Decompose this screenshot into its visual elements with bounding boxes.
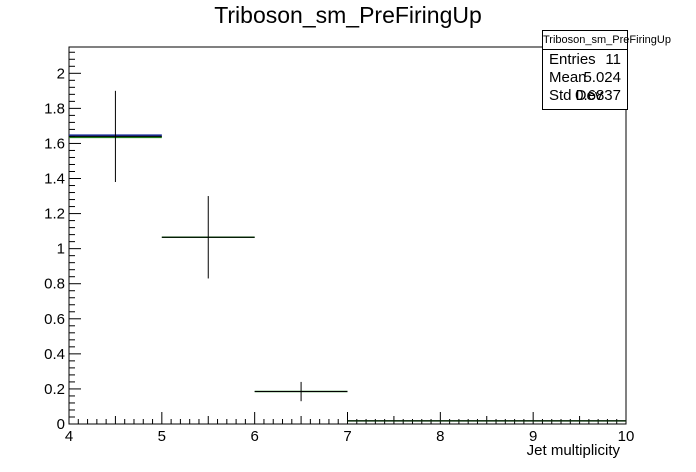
y-tick-label: 1.6 [44,135,65,152]
x-tick-label: 9 [529,428,537,445]
x-axis-label: Jet multiplicity [527,442,621,459]
stats-box: Triboson_sm_PreFiringUp Entries 11 Mean … [542,30,671,110]
y-tick-label: 0.2 [44,381,65,398]
stats-value: 0.6837 [575,87,621,104]
chart-title: Triboson_sm_PreFiringUp [214,2,482,28]
stats-box-title: Triboson_sm_PreFiringUp [543,31,671,50]
y-tick-label: 0 [57,416,65,433]
y-tick-label: 1 [57,241,65,258]
x-tick-label: 6 [250,428,258,445]
y-tick-label: 0.8 [44,276,65,293]
x-tick-label: 5 [158,428,166,445]
stats-label: Entries [549,51,596,68]
stats-row-stddev: Std Dev 0.6837 [549,87,621,105]
x-tick-label: 4 [65,428,73,445]
x-tick-label: 8 [436,428,444,445]
y-tick-label: 0.6 [44,311,65,328]
stats-row-mean: Mean 5.024 [549,69,621,87]
y-tick-label: 1.4 [44,171,65,188]
y-tick-label: 1.2 [44,206,65,223]
x-tick-label: 7 [343,428,351,445]
stats-row-entries: Entries 11 [549,51,621,69]
x-tick-label: 10 [618,428,635,445]
y-tick-label: 2 [57,65,65,82]
stats-label: Mean [549,69,587,86]
y-tick-label: 0.4 [44,346,65,363]
stats-value: 5.024 [583,69,621,86]
y-tick-label: 1.8 [44,100,65,117]
stats-value: 11 [605,51,621,68]
stats-label: Std Dev [549,87,603,104]
